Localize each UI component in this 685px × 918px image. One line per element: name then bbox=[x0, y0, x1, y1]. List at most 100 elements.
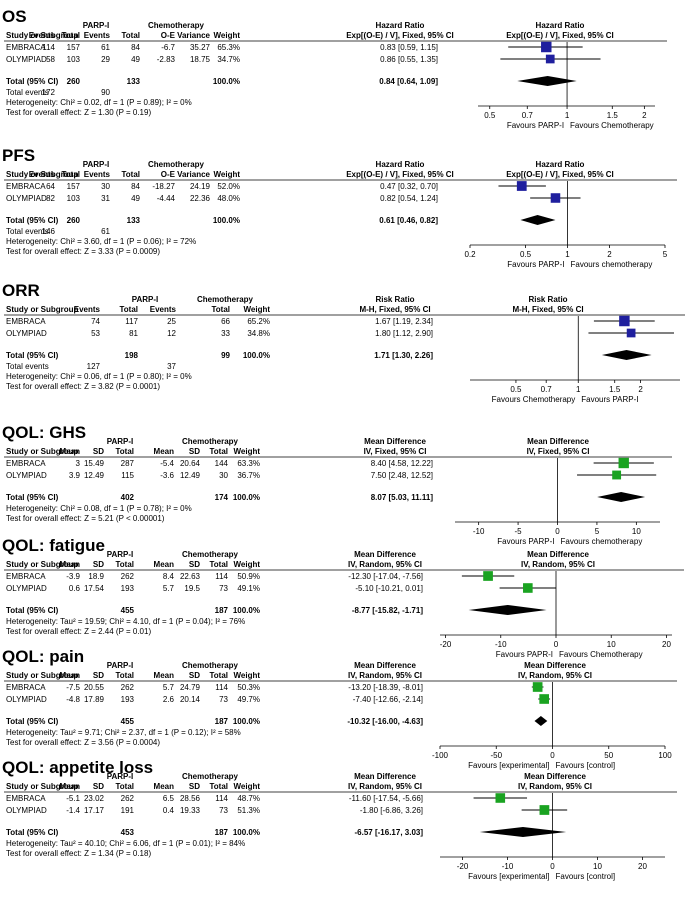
column-header: Mean bbox=[60, 447, 81, 456]
study-cell: -3.6 bbox=[160, 471, 174, 480]
x-tick-label: 0.5 bbox=[520, 250, 532, 259]
study-cell: -5.1 bbox=[66, 794, 80, 803]
favours-left: Favours [experimental] bbox=[468, 872, 549, 881]
plot-header: Mean Difference bbox=[527, 437, 589, 446]
panel-title: PFS bbox=[2, 146, 35, 165]
study-cell: 51.3% bbox=[237, 806, 260, 815]
total-diamond bbox=[517, 76, 577, 86]
column-header: SD bbox=[93, 447, 104, 456]
column-header: SD bbox=[93, 671, 104, 680]
total-cell: 455 bbox=[121, 606, 135, 615]
x-tick-label: 2 bbox=[642, 111, 647, 120]
study-cell: 82 bbox=[46, 194, 55, 203]
x-tick-label: 0 bbox=[550, 862, 555, 871]
study-effect: -5.10 [-10.21, 0.01] bbox=[355, 584, 423, 593]
group-label-parp: PARP-I bbox=[83, 21, 110, 30]
favours-right: Favours chemotherapy bbox=[561, 537, 643, 546]
study-effect: 8.40 [4.58, 12.22] bbox=[371, 459, 433, 468]
study-cell: 49 bbox=[131, 194, 140, 203]
study-name: OLYMPIAD bbox=[6, 584, 47, 593]
study-cell: -7.5 bbox=[66, 683, 80, 692]
column-header: O-E bbox=[161, 31, 176, 40]
study-effect: 0.82 [0.54, 1.24] bbox=[380, 194, 438, 203]
footnote-line: Heterogeneity: Tau² = 19.59; Chi² = 4.10… bbox=[6, 617, 245, 626]
total-effect: 0.61 [0.46, 0.82] bbox=[379, 216, 438, 225]
total-label: Total (95% CI) bbox=[6, 828, 59, 837]
group-label-parp: PARP-I bbox=[132, 295, 159, 304]
study-name: EMBRACA bbox=[6, 317, 46, 326]
x-tick-label: 0.5 bbox=[510, 385, 522, 394]
total-label: Total (95% CI) bbox=[6, 216, 59, 225]
study-cell: -3.9 bbox=[66, 572, 80, 581]
total-cell: 187 bbox=[215, 717, 229, 726]
column-header: Mean bbox=[60, 671, 81, 680]
study-cell: 22.63 bbox=[180, 572, 201, 581]
study-square bbox=[539, 805, 550, 815]
study-cell: 49.1% bbox=[237, 584, 260, 593]
study-cell: 23.02 bbox=[84, 794, 105, 803]
study-cell: -18.27 bbox=[152, 182, 175, 191]
total-events-cell: 172 bbox=[42, 88, 56, 97]
panel-title: ORR bbox=[2, 281, 40, 300]
total-effect: -8.77 [-15.82, -1.71] bbox=[352, 606, 423, 615]
study-name: OLYMPIAD bbox=[6, 471, 47, 480]
study-square bbox=[612, 470, 622, 480]
total-cell: 100.0% bbox=[213, 216, 240, 225]
column-header: Total bbox=[61, 31, 80, 40]
study-cell: 73 bbox=[219, 584, 228, 593]
study-cell: 52.0% bbox=[217, 182, 240, 191]
study-cell: -6.7 bbox=[161, 43, 175, 52]
study-effect: -1.80 [-6.86, 3.26] bbox=[360, 806, 423, 815]
x-tick-label: -20 bbox=[440, 640, 452, 649]
plot-subheader: Exp[(O-E) / V], Fixed, 95% CI bbox=[506, 170, 614, 179]
study-cell: 191 bbox=[121, 806, 135, 815]
study-cell: 0.6 bbox=[69, 584, 81, 593]
group-label-parp: PARP-I bbox=[107, 437, 134, 446]
total-cell: 198 bbox=[125, 351, 139, 360]
study-cell: 114 bbox=[215, 572, 228, 581]
study-square bbox=[541, 41, 552, 53]
total-cell: 260 bbox=[67, 77, 81, 86]
effect-header: Mean Difference bbox=[354, 550, 416, 559]
study-effect: 7.50 [2.48, 12.52] bbox=[371, 471, 433, 480]
study-name: EMBRACA bbox=[6, 572, 46, 581]
panel-title: QOL: fatigue bbox=[2, 536, 105, 555]
study-cell: 29 bbox=[101, 55, 110, 64]
study-cell: 193 bbox=[121, 584, 135, 593]
total-effect: 1.71 [1.30, 2.26] bbox=[374, 351, 433, 360]
x-tick-label: 1 bbox=[565, 111, 570, 120]
column-header: Total bbox=[209, 447, 228, 456]
effect-subheader: IV, Random, 95% CI bbox=[348, 671, 422, 680]
column-header: Total bbox=[209, 671, 228, 680]
column-header: Weight bbox=[233, 671, 260, 680]
study-cell: 63.3% bbox=[237, 459, 260, 468]
study-square bbox=[523, 583, 533, 593]
favours-left: Favours Chemotherapy bbox=[492, 395, 576, 404]
column-header: Variance bbox=[177, 31, 210, 40]
study-cell: 53 bbox=[91, 329, 100, 338]
plot-subheader: IV, Random, 95% CI bbox=[521, 560, 595, 569]
effect-subheader: M-H, Fixed, 95% CI bbox=[359, 305, 430, 314]
column-header: Events bbox=[84, 31, 111, 40]
study-cell: 64 bbox=[46, 182, 55, 191]
x-tick-label: -10 bbox=[473, 527, 485, 536]
study-effect: 0.86 [0.55, 1.35] bbox=[380, 55, 438, 64]
plot-header: Mean Difference bbox=[524, 772, 586, 781]
footnote-line: Total events bbox=[6, 88, 49, 97]
total-diamond bbox=[468, 605, 547, 615]
panel-title: QOL: GHS bbox=[2, 423, 86, 442]
study-cell: 28.56 bbox=[180, 794, 201, 803]
effect-header: Hazard Ratio bbox=[376, 160, 425, 169]
total-events-cell: 146 bbox=[42, 227, 56, 236]
study-name: EMBRACA bbox=[6, 43, 46, 52]
footnote-line: Heterogeneity: Chi² = 3.60, df = 1 (P = … bbox=[6, 237, 196, 246]
study-cell: 157 bbox=[67, 43, 81, 52]
study-cell: 49 bbox=[131, 55, 140, 64]
plot-subheader: Exp[(O-E) / V], Fixed, 95% CI bbox=[506, 31, 614, 40]
x-tick-label: -10 bbox=[502, 862, 514, 871]
group-label-parp: PARP-I bbox=[83, 160, 110, 169]
study-cell: 20.64 bbox=[180, 459, 201, 468]
x-tick-label: 0.2 bbox=[464, 250, 476, 259]
study-cell: 50.9% bbox=[237, 572, 260, 581]
plot-header: Hazard Ratio bbox=[536, 21, 585, 30]
